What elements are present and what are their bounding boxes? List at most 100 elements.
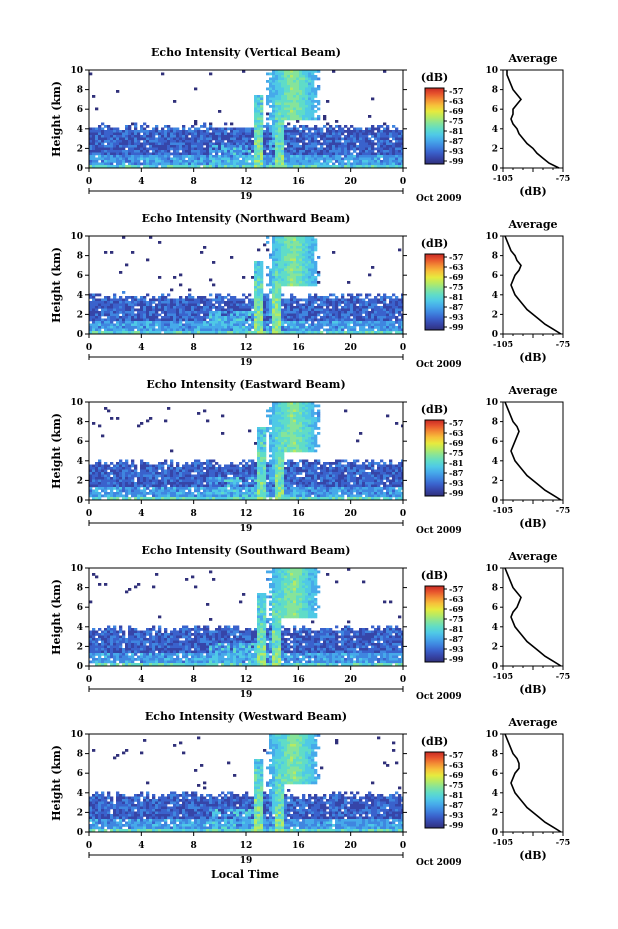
average-y-tick-label: 8 [492,418,498,428]
colorbar-unit: (dB) [421,403,448,416]
date-label: Oct 2009 [416,692,462,702]
average-x-tick-label: -105 [493,173,513,183]
average-title: Average [507,218,557,231]
y-tick-label: 0 [77,828,83,838]
average-y-tick-label: 0 [492,330,498,340]
y-tick-label: 8 [77,86,83,96]
y-axis-label: Height (km) [50,81,63,157]
x-tick-label: 8 [191,343,197,353]
average-y-tick-label: 8 [492,252,498,262]
average-frame [502,69,564,169]
y-tick-label: 0 [77,330,83,340]
x-tick-label: 0 [86,841,92,851]
colorbar [424,87,445,165]
average-y-tick-label: 0 [492,164,498,174]
y-tick-label: 8 [77,418,83,428]
colorbar-tick-label: -75 [449,614,463,624]
average-frame [502,401,564,501]
x-tick-label: 12 [240,343,253,353]
day-label: 19 [240,192,253,202]
average-title: Average [507,52,557,65]
colorbar-tick-label: -81 [449,126,463,136]
average-y-tick-label: 8 [492,86,498,96]
panel-5: Echo Intensity (Westward Beam) 0 2 4 6 8 10 Hei… [50,710,570,868]
x-tick-label: 8 [191,509,197,519]
average-x-tick-label: -75 [556,339,570,349]
colorbar-tick-label: -75 [449,448,463,458]
average-y-tick-label: 10 [485,730,498,740]
average-profile-line [506,70,560,169]
x-tick-label: 20 [344,343,357,353]
x-axis-label: Local Time [211,868,279,881]
average-x-tick-label: -75 [556,173,570,183]
average-frame [502,567,564,667]
colorbar-tick-label: -99 [449,488,464,498]
average-y-tick-label: 10 [485,564,498,574]
colorbar-tick-label: -69 [449,604,464,614]
colorbar-tick-label: -87 [449,302,463,312]
panel-title: Echo Intensity (Northward Beam) [142,212,351,225]
average-y-tick-label: 8 [492,584,498,594]
colorbar-tick-label: -93 [449,644,464,654]
y-tick-label: 10 [70,66,83,76]
colorbar [424,585,445,663]
panel-title: Echo Intensity (Eastward Beam) [146,378,345,391]
colorbar-tick-label: -87 [449,800,463,810]
colorbar-tick-label: -99 [449,322,464,332]
panel-title: Echo Intensity (Vertical Beam) [151,46,341,59]
x-tick-label: 0 [400,177,406,187]
y-tick-label: 8 [77,252,83,262]
y-tick-label: 2 [77,476,83,486]
colorbar-tick-label: -87 [449,634,463,644]
panel-3: Echo Intensity (Eastward Beam) 0 2 4 6 8 10 Hei… [50,378,570,536]
colorbar-tick-label: -93 [449,810,464,820]
average-x-label: (dB) [519,849,546,862]
x-tick-label: 16 [292,675,305,685]
x-tick-label: 16 [292,177,305,187]
average-frame [502,733,564,833]
x-tick-label: 8 [191,841,197,851]
colorbar-tick-label: -75 [449,116,463,126]
colorbar-tick-label: -57 [449,418,463,428]
average-profile-line [504,235,562,335]
average-x-label: (dB) [519,517,546,530]
colorbar [424,751,445,829]
day-label: 19 [240,690,253,700]
x-tick-label: 8 [191,177,197,187]
average-y-tick-label: 0 [492,496,498,506]
y-tick-label: 4 [77,125,83,135]
y-tick-label: 0 [77,662,83,672]
colorbar-tick-label: -69 [449,272,464,282]
y-axis-label: Height (km) [50,413,63,489]
average-y-tick-label: 2 [492,808,498,818]
average-y-tick-label: 0 [492,828,498,838]
colorbar-tick-label: -93 [449,312,464,322]
colorbar-unit: (dB) [421,237,448,250]
heatmap [88,733,404,833]
y-tick-label: 10 [70,564,83,574]
x-tick-label: 16 [292,509,305,519]
average-y-tick-label: 2 [492,310,498,320]
average-x-tick-label: -75 [556,837,570,847]
x-tick-label: 8 [191,675,197,685]
colorbar-unit: (dB) [421,735,448,748]
colorbar-tick-label: -57 [449,750,463,760]
x-tick-label: 4 [138,841,144,851]
average-y-tick-label: 0 [492,662,498,672]
y-tick-label: 10 [70,398,83,408]
heatmap [88,69,404,169]
average-y-tick-label: 10 [485,398,498,408]
colorbar-tick-label: -57 [449,584,463,594]
panel-title: Echo Intensity (Westward Beam) [145,710,347,723]
x-tick-label: 16 [292,841,305,851]
average-y-tick-label: 2 [492,642,498,652]
average-y-tick-label: 6 [492,437,498,447]
average-y-tick-label: 4 [492,457,498,467]
average-x-label: (dB) [519,185,546,198]
x-tick-label: 12 [240,177,253,187]
average-y-tick-label: 2 [492,144,498,154]
average-y-tick-label: 10 [485,232,498,242]
y-tick-label: 6 [77,437,83,447]
average-y-tick-label: 6 [492,271,498,281]
x-tick-label: 4 [138,675,144,685]
